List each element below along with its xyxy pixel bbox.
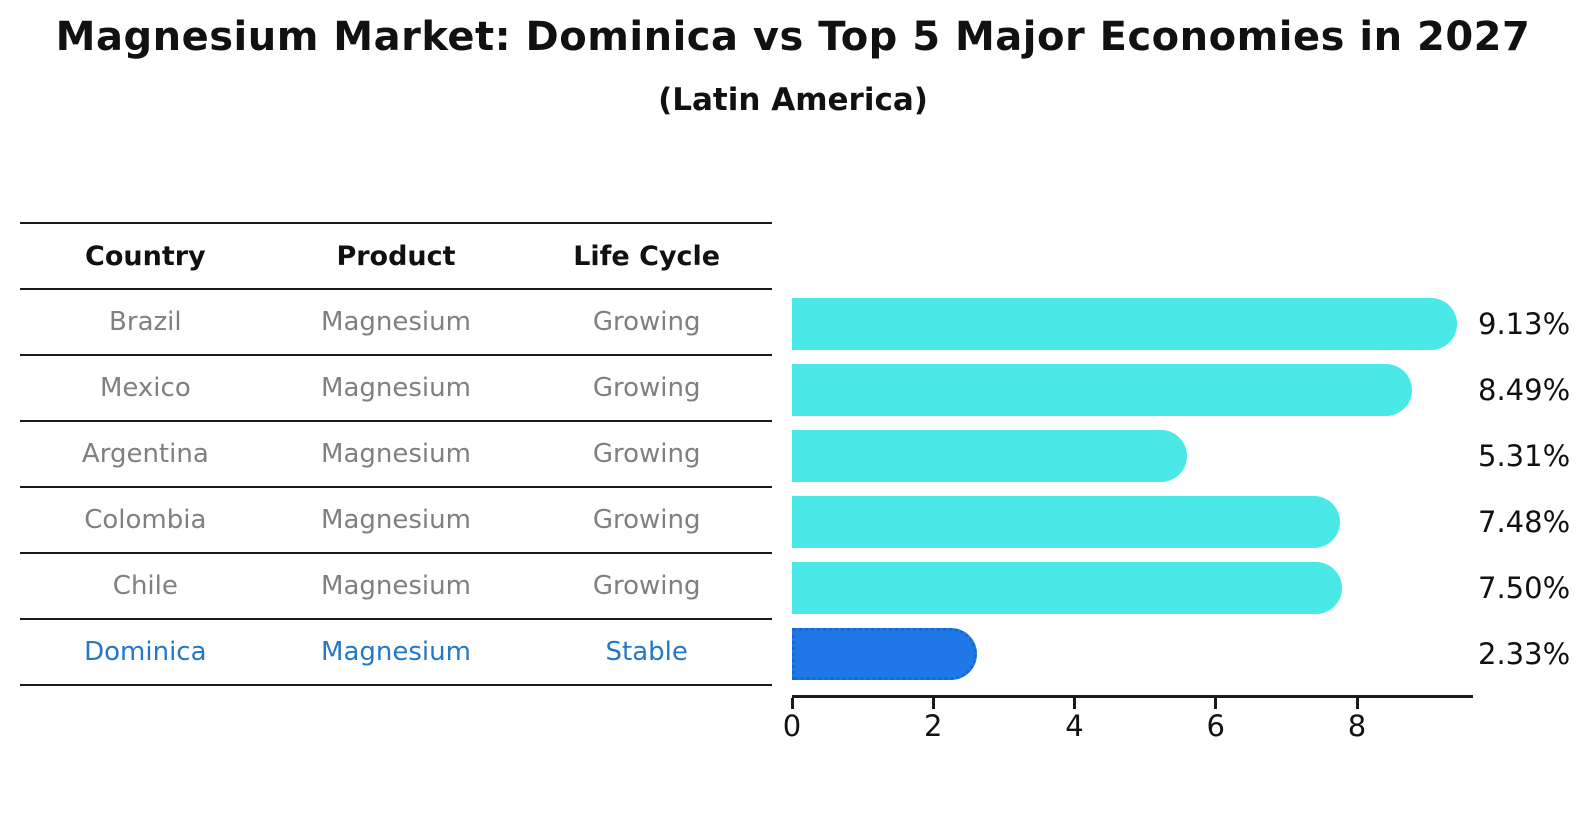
table-cell-lifecycle: Growing: [592, 505, 701, 535]
bar-row: 7.50%: [792, 555, 1586, 621]
bar-value-label: 7.50%: [1478, 571, 1571, 605]
value-bar: [792, 430, 1188, 482]
x-axis-tick: [1073, 698, 1076, 709]
table-cell-country: Dominica: [84, 637, 207, 667]
table-row: Dominica Magnesium Stable: [20, 618, 772, 684]
table-cell-country: Argentina: [81, 439, 209, 469]
table-cell-country: Brazil: [109, 307, 182, 337]
x-axis-tick: [1214, 698, 1218, 709]
bar-chart: 9.13% 8.49% 5.31% 7.48% 7.50% 2.33%: [792, 291, 1586, 687]
bar-value-label: 2.33%: [1478, 637, 1571, 671]
chart-subtitle: (Latin America): [658, 82, 928, 118]
table-header-cell: Product: [336, 240, 456, 272]
x-axis-tick: [790, 698, 794, 709]
value-bar: [792, 298, 1457, 350]
x-axis-tick-label: 0: [782, 709, 802, 743]
table-header-row: Country Product Life Cycle: [20, 222, 772, 288]
bar-row: 7.48%: [792, 489, 1586, 555]
bar-row: 2.33%: [792, 621, 1586, 687]
bar-value-label: 9.13%: [1478, 307, 1571, 341]
value-bar: [792, 496, 1341, 548]
x-axis-tick-label: 4: [1065, 709, 1084, 743]
table-row: Chile Magnesium Growing: [20, 552, 772, 618]
table-cell-country: Mexico: [99, 373, 191, 403]
table-cell-lifecycle: Growing: [592, 439, 701, 469]
table-cell-lifecycle: Growing: [592, 307, 701, 337]
table-cell-lifecycle: Stable: [605, 637, 688, 667]
value-bar: [792, 364, 1412, 416]
table-row: Argentina Magnesium Growing: [20, 420, 772, 486]
table-cell-country: Chile: [112, 571, 178, 601]
bar-value-label: 5.31%: [1478, 439, 1571, 473]
table-cell-country: Colombia: [84, 505, 207, 535]
table-cell-product: Magnesium: [321, 307, 471, 337]
data-table: Country Product Life Cycle Brazil Magnesium G…: [20, 222, 772, 686]
value-bar: [792, 628, 977, 680]
bar-value-label: 8.49%: [1478, 373, 1571, 407]
table-cell-product: Magnesium: [321, 505, 471, 535]
table-row: Mexico Magnesium Growing: [20, 354, 772, 420]
x-axis-tick-label: 2: [924, 709, 943, 743]
x-axis-tick-label: 6: [1206, 709, 1225, 743]
x-axis-line: [792, 695, 1473, 698]
value-bar: [792, 562, 1342, 614]
table-cell-product: Magnesium: [321, 571, 471, 601]
table-cell-product: Magnesium: [321, 637, 471, 667]
table-cell-product: Magnesium: [321, 373, 471, 403]
table-cell-lifecycle: Growing: [592, 373, 701, 403]
x-axis-tick-label: 8: [1347, 709, 1367, 743]
x-axis-tick: [1355, 698, 1359, 709]
bar-row: 9.13%: [792, 291, 1586, 357]
chart-title: Magnesium Market: Dominica vs Top 5 Majo…: [55, 14, 1531, 60]
table-cell-lifecycle: Growing: [592, 571, 701, 601]
bar-row: 5.31%: [792, 423, 1586, 489]
table-header-cell: Country: [85, 240, 206, 272]
bar-row: 8.49%: [792, 357, 1586, 423]
bar-value-label: 7.48%: [1478, 505, 1571, 539]
table-row: Brazil Magnesium Growing: [20, 288, 772, 354]
table-header-cell: Life Cycle: [573, 240, 721, 272]
x-axis-tick: [931, 698, 935, 709]
table-cell-product: Magnesium: [321, 439, 471, 469]
table-row: Colombia Magnesium Growing: [20, 486, 772, 552]
